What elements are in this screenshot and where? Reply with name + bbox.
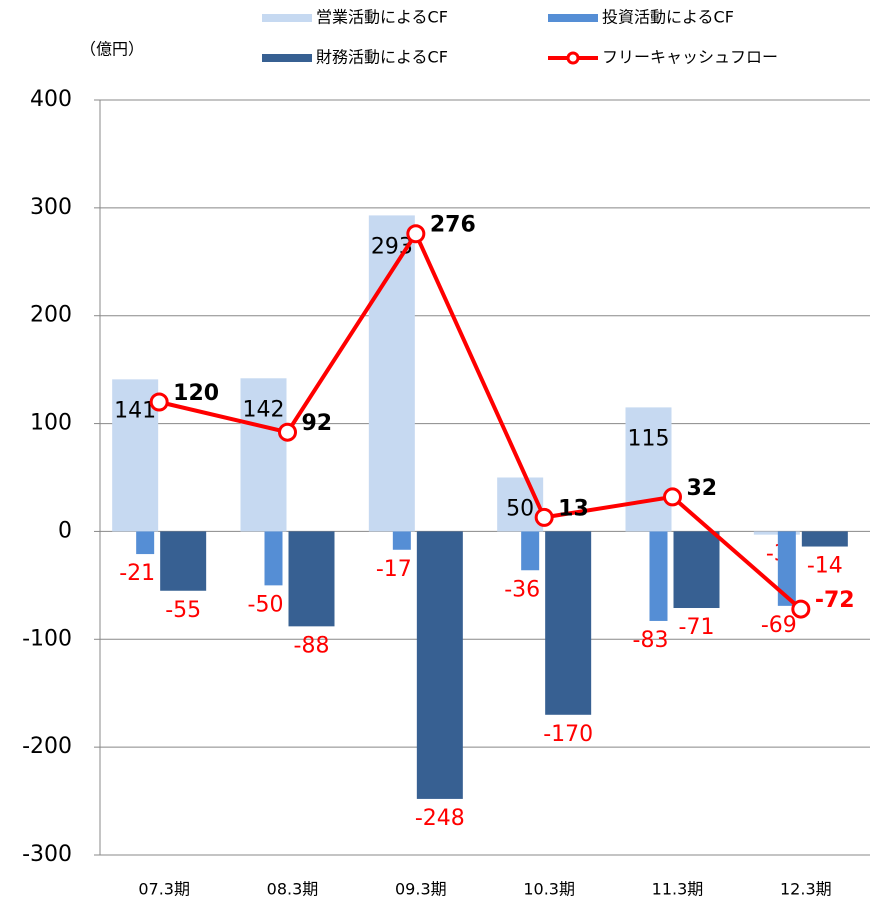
data-label: -14 [807, 554, 843, 579]
line-label: 120 [173, 381, 219, 406]
line-point [663, 487, 682, 507]
legend-swatch [262, 14, 312, 22]
y-tick-label: 0 [58, 518, 72, 543]
line-label: 276 [430, 213, 476, 238]
data-label: -36 [504, 577, 540, 602]
x-tick-label: 12.3期 [780, 880, 832, 899]
data-label: -248 [415, 806, 465, 831]
x-tick-label: 11.3期 [652, 880, 704, 899]
line-point [791, 599, 811, 619]
line-label: 92 [302, 411, 333, 436]
data-label: -50 [248, 592, 284, 617]
legend-label: フリーキャッシュフロー [602, 48, 778, 67]
bar [521, 531, 540, 571]
legend-swatch [566, 51, 580, 65]
bar [240, 378, 287, 532]
legend-swatch [262, 54, 312, 62]
data-label: -69 [761, 613, 797, 638]
bar [673, 531, 720, 609]
y-tick-label: 400 [30, 87, 72, 112]
bar [392, 531, 411, 550]
data-label: 115 [628, 426, 670, 451]
data-label: -71 [679, 615, 715, 640]
legend-label: 営業活動によるCF [316, 8, 448, 27]
bar [416, 531, 463, 799]
x-tick-label: 08.3期 [267, 880, 319, 899]
bar [625, 407, 672, 532]
bar [160, 531, 207, 591]
bar [368, 215, 415, 532]
line-point [534, 507, 554, 527]
line-label: -72 [815, 588, 855, 613]
bar [545, 531, 592, 715]
bar [497, 477, 544, 532]
x-tick-label: 09.3期 [395, 880, 447, 899]
x-tick-label: 10.3期 [523, 880, 575, 899]
data-label: -170 [543, 722, 593, 747]
bar [649, 531, 668, 621]
legend-swatch [548, 14, 598, 22]
y-tick-label: -100 [22, 626, 72, 651]
bar [801, 531, 848, 547]
bar [753, 531, 800, 535]
line-label: 32 [687, 476, 718, 501]
y-tick-label: -200 [22, 734, 72, 759]
data-label: -55 [165, 598, 201, 623]
y-tick-label: 100 [30, 411, 72, 436]
bar [777, 531, 796, 606]
data-label: -83 [633, 628, 669, 653]
x-tick-label: 07.3期 [138, 880, 190, 899]
data-label: 141 [114, 398, 156, 423]
data-label: 50 [506, 497, 534, 522]
legend-label: 投資活動によるCF [602, 8, 734, 27]
bar [136, 531, 155, 555]
y-tick-label: 200 [30, 303, 72, 328]
line-label: 13 [558, 496, 589, 521]
data-label: -21 [119, 561, 155, 586]
line-point [406, 224, 426, 244]
data-label: -17 [376, 557, 412, 582]
data-label: -88 [294, 633, 330, 658]
unit-label: （億円） [80, 40, 144, 59]
bar [264, 531, 283, 586]
data-label: 142 [243, 397, 285, 422]
legend-label: 財務活動によるCF [316, 48, 448, 67]
line [158, 229, 803, 611]
line-point [278, 422, 297, 442]
y-tick-label: -300 [22, 842, 72, 867]
line-point [149, 392, 169, 412]
bar [288, 531, 335, 627]
y-tick-label: 300 [30, 195, 72, 220]
